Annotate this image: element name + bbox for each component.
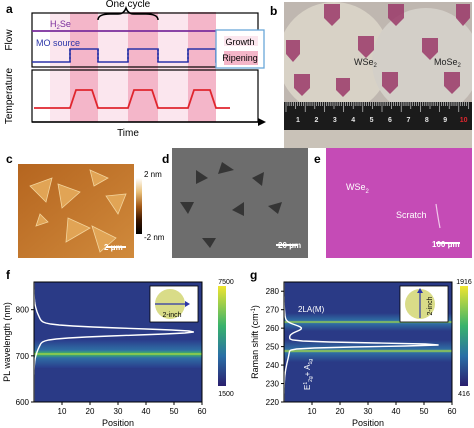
panel-g-xlabel: Position bbox=[352, 418, 384, 428]
panel-g-peak-upper: 2LA(M) bbox=[298, 305, 325, 314]
sem-triangles bbox=[180, 162, 282, 248]
ruler bbox=[284, 102, 472, 130]
g-y-tick: 220 bbox=[266, 398, 280, 407]
flow-axis-label: Flow bbox=[4, 29, 15, 51]
panel-a-schematic: One cycle H2Se MO source Flow Temperatur… bbox=[4, 0, 266, 139]
g-x-tick: 10 bbox=[308, 407, 317, 416]
f-x-tick: 30 bbox=[114, 407, 123, 416]
ruler-number: 7 bbox=[406, 117, 410, 124]
f-x-tick: 60 bbox=[198, 407, 207, 416]
f-y-tick: 700 bbox=[16, 352, 30, 361]
g-x-tick: 30 bbox=[364, 407, 373, 416]
panel-g-colorbar-max: 1916 bbox=[456, 279, 472, 286]
f-x-tick: 50 bbox=[170, 407, 179, 416]
panel-f-colorbar-max: 7500 bbox=[218, 279, 234, 286]
panel-label-a: a bbox=[6, 2, 13, 16]
panel-g-colorbar bbox=[460, 286, 468, 386]
time-arrow-icon bbox=[258, 118, 266, 126]
panel-e-optical-image bbox=[326, 148, 472, 258]
panel-label-b: b bbox=[270, 4, 278, 18]
ruler-number: 1 bbox=[296, 117, 300, 124]
panel-g-colorbar-min: 416 bbox=[458, 391, 470, 398]
g-y-tick: 270 bbox=[266, 306, 280, 315]
g-y-tick: 260 bbox=[266, 324, 280, 333]
panel-e-scale-bar: 100 μm bbox=[432, 240, 460, 249]
ruler-number: 10 bbox=[460, 117, 468, 124]
panel-label-f: f bbox=[6, 268, 10, 282]
one-cycle-brace bbox=[97, 5, 159, 21]
afm-colorbar bbox=[136, 178, 142, 234]
panel-g-peak-lower: E12g+ A1g bbox=[303, 359, 314, 390]
mo-source-label: MO source bbox=[36, 38, 80, 48]
g-y-tick: 250 bbox=[266, 343, 280, 352]
panel-e-material-label: WSe2 bbox=[346, 182, 369, 195]
scratch-mark bbox=[435, 203, 441, 229]
temperature-axis-label: Temperature bbox=[4, 67, 15, 124]
panel-label-e: e bbox=[314, 152, 321, 166]
legend-growth: Growth bbox=[225, 37, 254, 47]
wse2-label: WSe2 bbox=[354, 57, 378, 69]
panel-g-raman-map: 10 20 30 40 50 60 220 230 240 250 260 270 280 Posit… bbox=[250, 279, 472, 428]
panel-f-pl-map: 10 20 30 40 50 60 600 700 800 Position PL wavel… bbox=[2, 279, 234, 428]
one-cycle-label: One cycle bbox=[106, 0, 151, 10]
time-axis-label: Time bbox=[117, 128, 139, 139]
panel-f-colorbar bbox=[218, 286, 226, 386]
panel-b-wafer-photo: WSe2 MoSe2 1 2 3 4 5 6 7 8 9 10 bbox=[284, 2, 472, 148]
ruler-number: 2 bbox=[314, 117, 318, 124]
f-x-tick: 40 bbox=[142, 407, 151, 416]
g-x-tick: 40 bbox=[392, 407, 401, 416]
ruler-number: 6 bbox=[388, 117, 392, 124]
legend: Growth Ripening bbox=[215, 29, 265, 69]
panel-f-xlabel: Position bbox=[102, 418, 134, 428]
panel-label-c: c bbox=[6, 152, 13, 166]
g-y-tick: 230 bbox=[266, 380, 280, 389]
g-y-tick: 240 bbox=[266, 361, 280, 370]
g-y-tick: 280 bbox=[266, 287, 280, 296]
mo-source-trace bbox=[32, 48, 230, 63]
g-x-tick: 60 bbox=[448, 407, 457, 416]
panel-label-d: d bbox=[162, 152, 170, 166]
logo-marks bbox=[286, 4, 470, 97]
f-x-tick: 20 bbox=[86, 407, 95, 416]
afm-colorbar-min: -2 nm bbox=[144, 233, 165, 242]
temperature-trace bbox=[34, 89, 230, 109]
g-x-tick: 20 bbox=[336, 407, 345, 416]
ruler-number: 3 bbox=[333, 117, 337, 124]
f-x-tick: 10 bbox=[58, 407, 67, 416]
f-y-tick: 600 bbox=[16, 398, 30, 407]
panel-d-sem-image bbox=[172, 148, 308, 258]
panel-f-ylabel: PL wavelength (nm) bbox=[2, 302, 12, 382]
panel-e-scratch-label: Scratch bbox=[396, 210, 427, 220]
panel-d-scale-bar: 20 μm bbox=[278, 241, 302, 250]
ruler-number: 5 bbox=[370, 117, 374, 124]
panel-g-ylabel: Raman shift (cm-1) bbox=[250, 305, 260, 379]
panel-f-inset-label: 2-inch bbox=[162, 312, 181, 319]
panel-c-scale-bar: 2 μm bbox=[104, 243, 123, 252]
mose2-label: MoSe2 bbox=[434, 57, 462, 69]
panel-g-inset-label: 2-inch bbox=[427, 296, 434, 315]
afm-colorbar-max: 2 nm bbox=[144, 170, 162, 179]
ruler-number: 9 bbox=[443, 117, 447, 124]
f-y-tick: 800 bbox=[16, 306, 30, 315]
ruler-number: 4 bbox=[351, 117, 355, 124]
legend-ripening: Ripening bbox=[222, 53, 258, 63]
panel-label-g: g bbox=[250, 268, 258, 282]
ruler-number: 8 bbox=[425, 117, 429, 124]
afm-flakes bbox=[29, 169, 127, 253]
g-x-tick: 50 bbox=[420, 407, 429, 416]
panel-f-colorbar-min: 1500 bbox=[218, 391, 234, 398]
panel-c-afm-image bbox=[18, 164, 134, 258]
h2se-label: H2Se bbox=[50, 19, 71, 31]
